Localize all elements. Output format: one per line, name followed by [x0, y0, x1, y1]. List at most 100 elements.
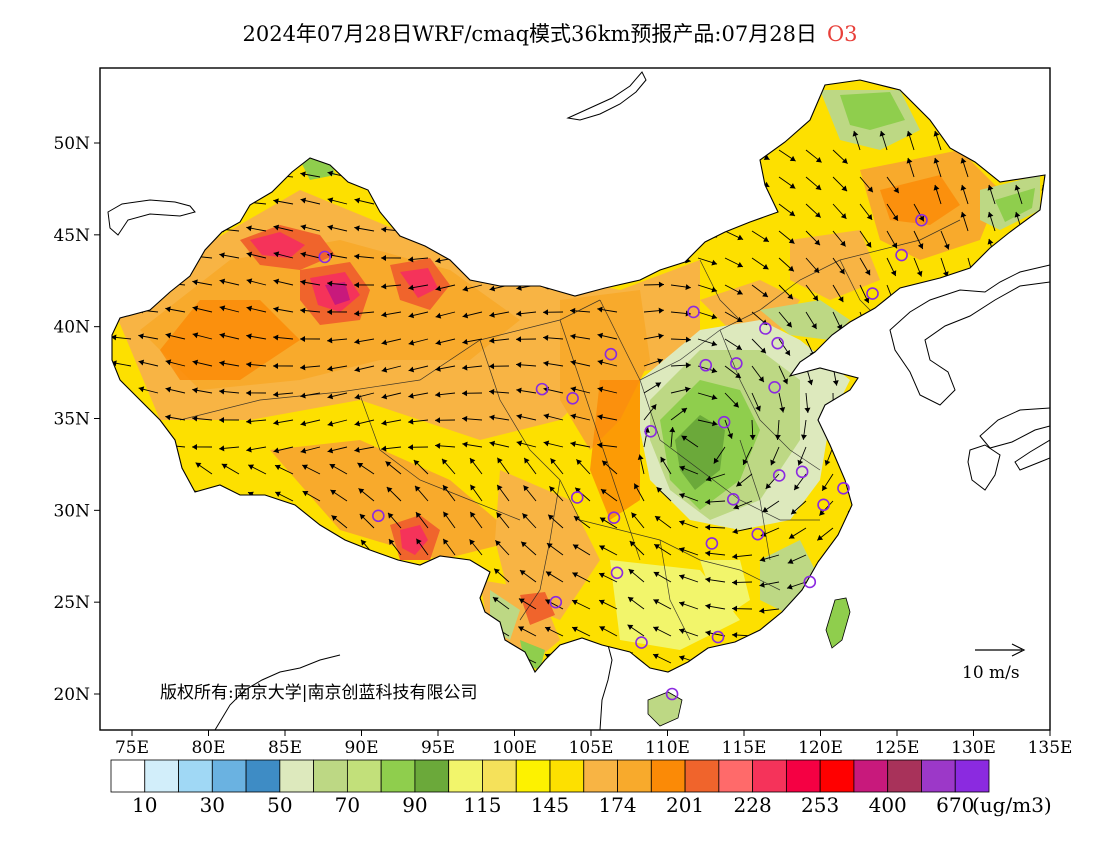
wind-arrow-head — [684, 386, 691, 393]
legend-swatch — [954, 759, 990, 793]
wind-arrow-head — [381, 393, 388, 400]
wind-arrow-head — [637, 454, 644, 461]
wind-arrow-head — [779, 407, 786, 413]
wind-arrow-head — [597, 386, 604, 393]
wind-arrow-head — [443, 511, 449, 518]
wind-arrow-head — [462, 338, 468, 345]
wind-arrow-head — [219, 388, 225, 395]
wind-arrow-head — [521, 541, 527, 548]
wind-arrow-head — [890, 270, 897, 277]
wind-arrow-head — [246, 361, 252, 368]
wind-arrow-head — [408, 392, 414, 399]
station-marker — [687, 305, 700, 319]
wind-arrow-head — [354, 420, 361, 427]
wind-arrow-head — [543, 309, 549, 316]
wind-arrow-head — [732, 553, 738, 560]
wind-arrow-head — [814, 239, 821, 246]
wind-arrow-head — [441, 458, 448, 465]
wind-arrow-head — [650, 404, 657, 411]
wind-arrow-head — [655, 382, 662, 388]
wind-arrow-head — [711, 367, 718, 374]
wind-arrow-head — [357, 462, 364, 469]
wind-arrow-head — [408, 339, 415, 346]
wind-arrow-head — [489, 337, 495, 344]
lat-tick-label: 35N — [53, 410, 90, 430]
wind-arrow-head — [442, 485, 449, 491]
wind-arrow-head — [570, 307, 576, 314]
wind-arrow-head — [597, 306, 603, 313]
wind-arrow-head — [705, 630, 711, 637]
legend-swatch — [549, 759, 585, 793]
station-markers — [318, 213, 928, 701]
lat-tick-label: 20N — [53, 685, 90, 705]
lon-tick-label: 125E — [875, 738, 920, 758]
wind-arrow-head — [497, 484, 503, 491]
wind-arrow-head — [381, 366, 388, 373]
wind-arrow-head — [960, 211, 967, 218]
wind-arrow-head — [408, 418, 414, 425]
wind-arrow-head — [599, 599, 605, 606]
wind-arrow-head — [300, 279, 306, 286]
legend-swatch — [110, 759, 146, 793]
wind-arrow-head — [462, 364, 468, 371]
wind-arrow-head — [248, 464, 255, 470]
wind-arrow-head — [732, 579, 738, 586]
wind-arrow-head — [273, 391, 279, 398]
wind-arrow-head — [387, 512, 394, 519]
station-marker — [768, 380, 781, 394]
wind-scale-label: 10 m/s — [962, 663, 1020, 683]
lat-tick-label: 30N — [53, 501, 90, 521]
wind-arrow-head — [597, 414, 603, 421]
wind-arrow-head — [819, 509, 825, 516]
wind-arrow-head — [219, 332, 226, 339]
wind-arrow-head — [519, 570, 526, 576]
station-marker — [803, 575, 817, 589]
wind-arrow-head — [354, 197, 361, 204]
color-legend — [110, 759, 990, 793]
wind-arrow-head — [273, 224, 280, 231]
wind-arrow-head — [960, 157, 967, 164]
wind-arrow-head — [755, 405, 761, 412]
wind-arrow-head — [327, 365, 333, 372]
station-marker — [772, 469, 786, 482]
wind-arrow-head — [354, 338, 360, 345]
wind-arrow-head — [443, 538, 449, 545]
wind-arrow-head — [524, 457, 530, 464]
wind-arrow-head — [274, 464, 281, 471]
wind-arrow-head — [408, 444, 414, 451]
lat-tick-label: 45N — [53, 226, 90, 246]
station-marker — [705, 537, 719, 550]
wind-arrow-head — [653, 571, 660, 578]
province-boundaries — [179, 219, 961, 641]
station-marker — [570, 491, 584, 504]
wind-arrow-head — [570, 333, 576, 340]
wind-arrow-head — [840, 213, 847, 219]
wind-arrow-head — [906, 157, 913, 164]
wind-arrow-head — [327, 224, 334, 231]
wind-arrow-head — [354, 393, 361, 400]
wind-arrow-head — [685, 362, 691, 369]
legend-swatch — [515, 759, 551, 793]
wind-arrow-head — [892, 214, 898, 221]
wind-arrow-head — [801, 434, 807, 440]
wind-arrow-head — [824, 459, 831, 466]
wind-arrow-head — [273, 198, 279, 205]
wind-arrow-head — [916, 270, 923, 277]
legend-label: 90 — [402, 793, 427, 817]
wind-arrow-head — [354, 446, 360, 453]
wind-arrow-head — [331, 515, 338, 521]
wind-arrow-head — [789, 183, 796, 189]
wind-arrow-head — [489, 440, 496, 447]
wind-arrow-head — [516, 413, 523, 420]
wind-arrow-head — [736, 316, 743, 322]
wind-arrow-head — [489, 414, 495, 421]
station-marker — [817, 498, 830, 512]
wind-arrow-head — [273, 419, 279, 426]
wind-arrow-head — [817, 534, 824, 541]
wind-arrow-head — [273, 447, 280, 454]
wind-arrow-head — [327, 447, 334, 454]
wind-arrow-head — [358, 488, 365, 494]
lat-tick-label: 25N — [53, 593, 90, 613]
wind-arrow-head — [165, 386, 172, 393]
wind-arrow-head — [658, 281, 664, 288]
